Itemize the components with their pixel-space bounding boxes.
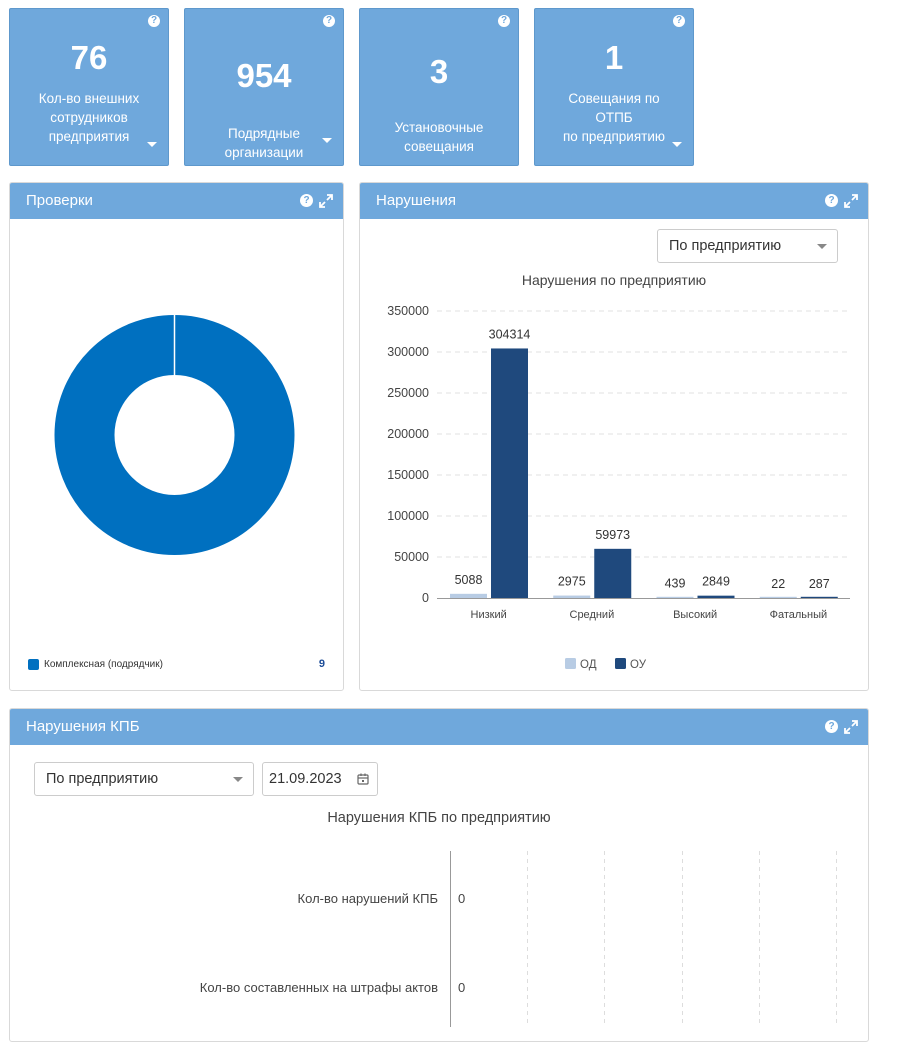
tile-label: Кол-во внешних сотрудников предприятия — [10, 89, 168, 146]
donut-legend: Комплексная (подрядчик) 9 — [28, 658, 325, 674]
expand-icon[interactable] — [844, 194, 858, 208]
panel-title: Проверки — [26, 192, 93, 209]
tile-label-line: Подрядные — [227, 126, 300, 141]
help-icon[interactable]: ? — [673, 15, 685, 27]
y-tick-label: 0 — [422, 591, 429, 605]
violations-panel: Нарушения ? По предприятию Нарушения по … — [359, 182, 869, 691]
dropdown-caret-icon[interactable] — [322, 138, 332, 143]
dropdown-caret-icon[interactable] — [672, 142, 682, 147]
y-tick-label: 350000 — [387, 304, 429, 318]
x-tick-label: Фатальный — [770, 609, 828, 621]
bar[interactable] — [800, 596, 838, 598]
panel-header: Нарушения ? — [360, 183, 868, 219]
help-icon[interactable]: ? — [323, 15, 335, 27]
tile-label-line: ОТПБ — [595, 110, 633, 125]
inspections-panel: Проверки ? Комплексная (подрядчик) 9 — [9, 182, 344, 691]
tile-number: 76 — [70, 39, 108, 76]
help-icon[interactable]: ? — [300, 194, 313, 207]
kpb-row-value: 0 — [458, 891, 466, 906]
tile-contractor-orgs[interactable]: ? 954 Подрядные организации — [184, 8, 344, 166]
chart-title: Нарушения по предприятию — [522, 272, 706, 288]
panel-header: Проверки ? — [10, 183, 343, 219]
x-tick-label: Низкий — [471, 609, 507, 621]
data-label: 5088 — [455, 573, 483, 587]
tile-setup-meetings[interactable]: ? 3 Установочные совещания — [359, 8, 519, 166]
kpb-filter-select[interactable]: По предприятию — [34, 762, 254, 796]
y-tick-label: 300000 — [387, 345, 429, 359]
y-tick-label: 150000 — [387, 468, 429, 482]
bar[interactable] — [491, 348, 528, 598]
calendar-icon[interactable] — [357, 773, 369, 785]
kpb-date-input[interactable]: 21.09.2023 — [262, 762, 378, 796]
kpb-row-label: Кол-во составленных на штрафы актов — [199, 980, 438, 995]
chevron-down-icon — [817, 244, 827, 249]
kpb-chart-title: Нарушения КПБ по предприятию — [327, 810, 551, 826]
data-label: 2975 — [558, 575, 586, 589]
violations-filter-select[interactable]: По предприятию — [657, 229, 838, 263]
tile-label: Совещания по ОТПБ по предприятию — [535, 89, 693, 146]
kpb-row-value: 0 — [458, 980, 466, 995]
tile-label-line: совещания — [404, 139, 474, 154]
tile-label-line: предприятия — [48, 129, 130, 144]
y-tick-label: 100000 — [387, 509, 429, 523]
panel-title: Нарушения КПБ — [26, 718, 140, 735]
donut-chart — [54, 315, 295, 555]
bar[interactable] — [697, 595, 735, 598]
tile-number: 954 — [236, 57, 292, 94]
kpb-panel: Нарушения КПБ ? По предприятию 21.09.202… — [9, 708, 869, 1042]
data-label: 59973 — [595, 528, 630, 542]
y-tick-label: 250000 — [387, 386, 429, 400]
tile-label-line: Совещания по — [568, 91, 660, 106]
legend-value: 9 — [318, 658, 325, 670]
help-icon[interactable]: ? — [498, 15, 510, 27]
bar[interactable] — [759, 596, 797, 598]
data-label: 22 — [771, 577, 785, 591]
help-icon[interactable]: ? — [148, 15, 160, 27]
legend-swatch — [28, 659, 39, 670]
help-icon[interactable]: ? — [825, 194, 838, 207]
legend-label[interactable]: ОД — [580, 659, 597, 671]
tile-label-line: по предприятию — [563, 129, 665, 144]
legend-label[interactable]: Комплексная (подрядчик) — [44, 659, 163, 670]
expand-icon[interactable] — [844, 720, 858, 734]
tile-label: Подрядные организации — [185, 124, 343, 162]
expand-icon[interactable] — [319, 194, 333, 208]
data-label: 287 — [809, 577, 830, 591]
tile-number: 1 — [604, 39, 624, 76]
bar[interactable] — [450, 593, 487, 598]
select-value: По предприятию — [669, 238, 782, 254]
data-label: 439 — [665, 577, 686, 591]
y-tick-label: 200000 — [387, 427, 429, 441]
y-tick-label: 50000 — [394, 550, 429, 564]
legend-label[interactable]: ОУ — [630, 659, 647, 671]
data-label: 304314 — [489, 327, 531, 341]
tile-label-line: организации — [224, 145, 304, 160]
kpb-grid — [450, 851, 837, 1027]
tile-label-line: сотрудников — [50, 110, 128, 125]
panel-title: Нарушения — [376, 192, 457, 209]
chevron-down-icon — [233, 777, 243, 782]
tile-label-line: Кол-во внешних — [38, 91, 140, 106]
bar[interactable] — [553, 595, 591, 598]
data-label: 2849 — [702, 575, 730, 589]
x-tick-label: Высокий — [673, 609, 717, 621]
help-icon[interactable]: ? — [825, 720, 838, 733]
kpb-row-label: Кол-во нарушений КПБ — [297, 891, 438, 906]
tile-otpb-meetings[interactable]: ? 1 Совещания по ОТПБ по предприятию — [534, 8, 694, 166]
bar[interactable] — [594, 548, 632, 598]
select-value: По предприятию — [46, 771, 159, 787]
legend-swatch — [565, 658, 576, 669]
tile-label-line: Установочные — [394, 120, 484, 135]
dropdown-caret-icon[interactable] — [147, 142, 157, 147]
bar[interactable] — [656, 596, 694, 598]
tile-number: 3 — [429, 53, 449, 90]
tile-label: Установочные совещания — [360, 118, 518, 156]
date-value: 21.09.2023 — [269, 771, 342, 787]
violations-bar-chart: Нарушения по предприятию 0 50000 100000 150… — [387, 272, 850, 671]
panel-header: Нарушения КПБ ? — [10, 709, 868, 745]
x-tick-label: Средний — [570, 609, 615, 621]
tile-external-employees[interactable]: ? 76 Кол-во внешних сотрудников предприя… — [9, 8, 169, 166]
legend-swatch — [615, 658, 626, 669]
